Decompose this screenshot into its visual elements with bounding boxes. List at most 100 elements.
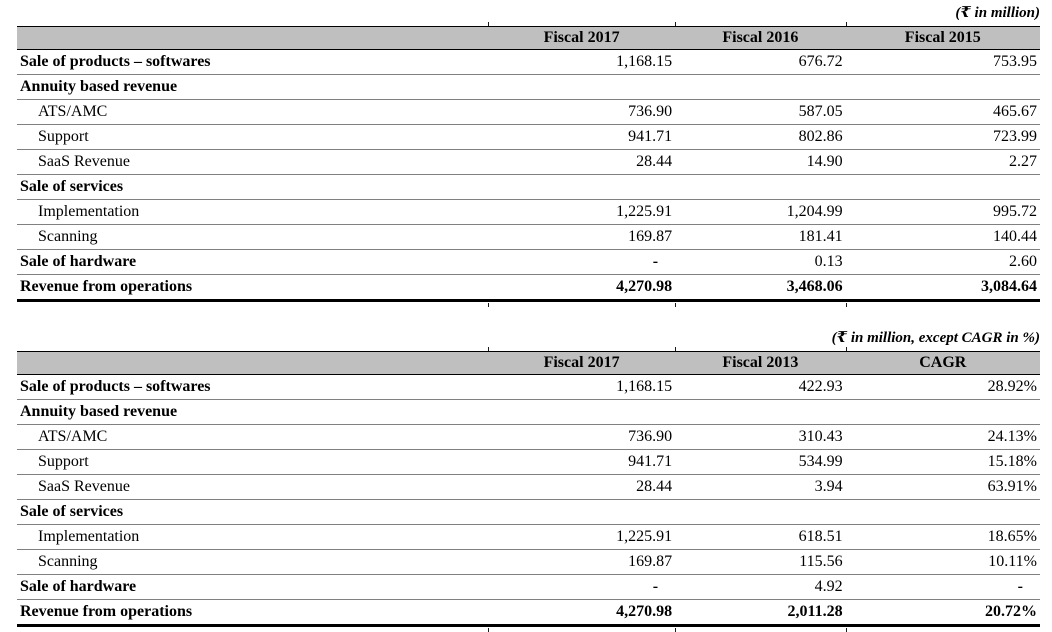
row-value — [675, 499, 846, 525]
row-value: 723.99 — [845, 124, 1040, 150]
row-value: 115.56 — [675, 549, 846, 575]
row-value: 0.13 — [675, 249, 846, 275]
revenue-by-fiscal-year-section: (₹ in million) Fiscal 2017 Fiscal 2016 F… — [17, 4, 1040, 307]
row-value: 2.60 — [845, 249, 1040, 275]
table-row: ATS/AMC 736.90 310.43 24.13% — [17, 424, 1040, 450]
row-value: 28.44 — [488, 149, 676, 175]
row-value: 1,225.91 — [488, 199, 676, 225]
table-row: Support 941.71 534.99 15.18% — [17, 449, 1040, 475]
row-value: 169.87 — [488, 549, 676, 575]
revenue-table-cagr: Fiscal 2017 Fiscal 2013 CAGR Sale of pro… — [17, 351, 1040, 627]
row-value — [488, 499, 676, 525]
row-value: 14.90 — [675, 149, 846, 175]
row-value: 28.44 — [488, 474, 676, 500]
row-value: 28.92% — [845, 374, 1040, 400]
row-label: SaaS Revenue — [17, 474, 489, 500]
row-value: - — [845, 574, 1040, 600]
column-tick — [845, 303, 847, 307]
row-value: 24.13% — [845, 424, 1040, 450]
table-row: Sale of products – softwares 1,168.15 422.… — [17, 374, 1040, 400]
header-cell-fiscal-2017: Fiscal 2017 — [488, 351, 676, 375]
column-tick — [675, 347, 677, 351]
row-label: ATS/AMC — [17, 99, 489, 125]
column-tick — [488, 303, 490, 307]
cagr-table-wrap: Fiscal 2017 Fiscal 2013 CAGR Sale of pro… — [17, 347, 1040, 632]
header-row: Fiscal 2017 Fiscal 2013 CAGR — [17, 351, 1040, 375]
header-cell-fiscal-2015: Fiscal 2015 — [845, 26, 1040, 50]
row-value: 802.86 — [675, 124, 846, 150]
row-value: 422.93 — [675, 374, 846, 400]
row-value: 465.67 — [845, 99, 1040, 125]
row-label: Revenue from operations — [17, 274, 489, 302]
table-row: SaaS Revenue 28.44 14.90 2.27 — [17, 149, 1040, 175]
row-value — [845, 74, 1040, 100]
row-label: ATS/AMC — [17, 424, 489, 450]
row-value — [845, 399, 1040, 425]
row-value: 1,168.15 — [488, 374, 676, 400]
table-row: Implementation 1,225.91 1,204.99 995.72 — [17, 199, 1040, 225]
table-unit-note: (₹ in million, except CAGR in %) — [831, 330, 1040, 346]
row-value — [845, 174, 1040, 200]
row-value: 941.71 — [488, 124, 676, 150]
row-value — [845, 499, 1040, 525]
row-label: Scanning — [17, 224, 489, 250]
row-value: 3,468.06 — [675, 274, 846, 302]
table-row: Sale of hardware -0.13 2.60 — [17, 249, 1040, 275]
table-row: Sale of hardware -4.92- — [17, 574, 1040, 600]
row-value: 2,011.28 — [675, 599, 846, 627]
table-row: Annuity based revenue — [17, 74, 1040, 100]
table-row: Annuity based revenue — [17, 399, 1040, 425]
row-value — [488, 74, 676, 100]
row-value: 736.90 — [488, 424, 676, 450]
row-label: Annuity based revenue — [17, 399, 489, 425]
row-label: Sale of hardware — [17, 249, 489, 275]
table-body: Sale of products – softwares 1,168.15 422.… — [17, 374, 1040, 627]
row-value: - — [488, 574, 676, 600]
revenue-table-fiscal-2015-2017: Fiscal 2017 Fiscal 2016 Fiscal 2015 Sale… — [17, 26, 1040, 302]
table-row: Revenue from operations 4,270.98 2,011.28 2… — [17, 599, 1040, 627]
row-label: Sale of services — [17, 174, 489, 200]
row-value: 63.91% — [845, 474, 1040, 500]
row-value: 18.65% — [845, 524, 1040, 550]
table-row: Revenue from operations 4,270.98 3,468.06 3… — [17, 274, 1040, 302]
row-value — [675, 174, 846, 200]
row-value — [488, 174, 676, 200]
row-value: 2.27 — [845, 149, 1040, 175]
header-cell-fiscal-2017: Fiscal 2017 — [488, 26, 676, 50]
table-row: Scanning 169.87 115.56 10.11% — [17, 549, 1040, 575]
row-value: 4,270.98 — [488, 599, 676, 627]
column-tick — [675, 303, 677, 307]
header-cell-blank — [17, 351, 489, 375]
row-value: 676.72 — [675, 49, 846, 75]
row-value — [488, 399, 676, 425]
header-cell-fiscal-2016: Fiscal 2016 — [675, 26, 846, 50]
header-cell-blank — [17, 26, 489, 50]
row-value — [675, 74, 846, 100]
row-value: 618.51 — [675, 524, 846, 550]
row-value: 587.05 — [675, 99, 846, 125]
table-row: SaaS Revenue 28.44 3.94 63.91% — [17, 474, 1040, 500]
column-tick — [488, 628, 490, 632]
revenue-cagr-section: (₹ in million, except CAGR in %) Fiscal … — [17, 329, 1040, 632]
row-value: 310.43 — [675, 424, 846, 450]
row-label: Support — [17, 124, 489, 150]
row-value: 4.92 — [675, 574, 846, 600]
row-value: 15.18% — [845, 449, 1040, 475]
table-unit-note: (₹ in million) — [955, 5, 1040, 21]
row-label: Sale of hardware — [17, 574, 489, 600]
header-cell-fiscal-2013: Fiscal 2013 — [675, 351, 846, 375]
table-row: Support 941.71 802.86 723.99 — [17, 124, 1040, 150]
row-label: Revenue from operations — [17, 599, 489, 627]
column-tick — [845, 22, 847, 26]
row-value — [675, 399, 846, 425]
table-row: Sale of products – softwares 1,168.15 676.… — [17, 49, 1040, 75]
row-label: Sale of products – softwares — [17, 49, 489, 75]
row-label: Scanning — [17, 549, 489, 575]
row-value: 1,168.15 — [488, 49, 676, 75]
row-value: 181.41 — [675, 224, 846, 250]
column-tick — [488, 347, 490, 351]
table-row: Sale of services — [17, 499, 1040, 525]
table-row: Implementation 1,225.91 618.51 18.65% — [17, 524, 1040, 550]
row-value: 20.72% — [845, 599, 1040, 627]
